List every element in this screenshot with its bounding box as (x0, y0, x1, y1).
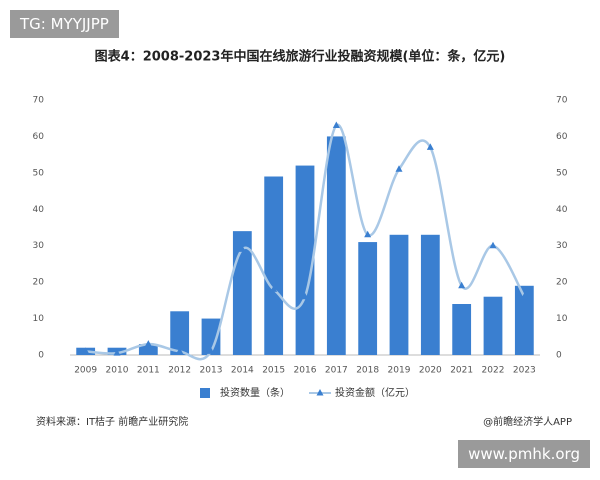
legend-label: 投资数量（条） (220, 386, 290, 399)
marker (301, 292, 309, 300)
legend-swatch (200, 388, 210, 398)
x-tick-label: 2016 (294, 366, 317, 376)
x-tick-label: 2023 (513, 366, 536, 376)
marker (426, 143, 434, 150)
marker (207, 347, 215, 354)
x-tick-label: 2015 (262, 366, 285, 376)
bar (452, 304, 472, 355)
y2-tick-label: 10 (556, 314, 568, 324)
credit: @前瞻经济学人APP (483, 415, 572, 428)
source: 资料来源：IT桔子 前瞻产业研究院 (36, 415, 188, 428)
y-tick-label: 10 (33, 314, 45, 324)
x-tick-label: 2020 (419, 366, 442, 376)
bar (420, 234, 440, 355)
legend-marker (316, 389, 324, 396)
marker (332, 121, 340, 128)
bar (264, 176, 284, 355)
x-tick-label: 2021 (450, 366, 473, 376)
x-tick-label: 2022 (482, 366, 505, 376)
marker (238, 245, 246, 252)
marker (176, 347, 184, 354)
y2-tick-label: 0 (556, 351, 562, 361)
watermark: TG: MYYJJPP (10, 10, 119, 38)
y-tick-label: 30 (33, 241, 45, 251)
marker (364, 230, 372, 238)
y-tick-label: 20 (33, 278, 45, 288)
watermark: www.pmhk.org (458, 440, 590, 468)
y-tick-label: 60 (33, 132, 45, 142)
marker (270, 285, 278, 292)
y2-tick-label: 40 (556, 205, 568, 215)
bar (514, 285, 534, 355)
x-tick-label: 2010 (106, 366, 129, 376)
x-tick-label: 2019 (388, 366, 411, 376)
marker (113, 349, 121, 356)
x-tick-label: 2018 (356, 366, 379, 376)
y-tick-label: 70 (33, 96, 45, 106)
y2-tick-label: 50 (556, 168, 568, 178)
y-tick-label: 40 (33, 205, 45, 215)
legend-label: 投资金额（亿元） (335, 386, 415, 399)
bar (483, 296, 503, 355)
bar (389, 234, 409, 355)
y2-tick-label: 60 (556, 132, 568, 142)
chart-title: 图表4：2008-2023年中国在线旅游行业投融资规模(单位：条，亿元) (95, 49, 506, 65)
bar (201, 318, 221, 355)
bar (358, 242, 378, 355)
y2-tick-label: 70 (556, 96, 568, 106)
y2-tick-label: 30 (556, 241, 568, 251)
marker (458, 281, 466, 289)
bar (138, 344, 158, 355)
x-tick-label: 2014 (231, 366, 254, 376)
marker (395, 165, 403, 172)
x-tick-label: 2017 (325, 366, 348, 376)
line (85, 124, 526, 361)
marker (144, 340, 152, 347)
x-tick-label: 2013 (200, 366, 223, 376)
bar (295, 165, 315, 355)
marker (489, 241, 497, 249)
x-tick-label: 2012 (168, 366, 191, 376)
bar (232, 231, 252, 355)
y-tick-label: 0 (38, 351, 44, 361)
y2-tick-label: 20 (556, 278, 568, 288)
marker (520, 292, 528, 300)
bar (326, 136, 346, 355)
marker (82, 347, 90, 354)
x-tick-label: 2011 (137, 366, 160, 376)
y-tick-label: 50 (33, 168, 45, 178)
x-tick-label: 2009 (74, 366, 97, 376)
bar (170, 311, 190, 355)
